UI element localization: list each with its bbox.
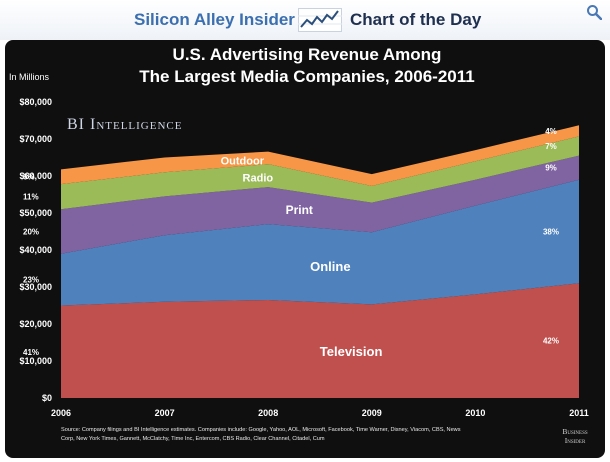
business-insider-logo-line2: Insider: [565, 436, 586, 445]
pct-2006-radio: 11%: [23, 193, 39, 202]
area-series-group: [61, 125, 579, 398]
bi-intelligence-watermark: BI Intelligence: [67, 116, 182, 133]
chart-panel: U.S. Advertising Revenue Among The Large…: [5, 40, 605, 458]
x-axis-ticks: 2006 2007 2008 2009 2010 2011: [51, 408, 589, 418]
y-tick-label: $50,000: [19, 208, 52, 218]
series-labels: Television 41% 42% Online 23% 38% Print 20% 9% Ra…: [23, 127, 559, 359]
y-tick-label: $30,000: [19, 282, 52, 292]
pct-2006-outdoor: 6%: [23, 173, 35, 182]
pct-2011-outdoor: 4%: [545, 127, 557, 136]
y-tick-label: $10,000: [19, 356, 52, 366]
pct-2006-online: 23%: [23, 276, 39, 285]
magnifier-icon[interactable]: [586, 4, 602, 20]
y-axis-ticks: $0 $10,000 $20,000 $30,000 $40,000 $50,000 $60…: [19, 97, 52, 403]
pct-2011-radio: 7%: [545, 142, 557, 151]
business-insider-logo-line1: Business: [562, 427, 588, 436]
pct-2011-television: 42%: [543, 337, 559, 346]
x-tick-label: 2011: [569, 408, 589, 418]
series-name-online: Online: [310, 259, 350, 274]
series-name-outdoor: Outdoor: [221, 156, 265, 168]
area-outdoor: [61, 125, 579, 186]
area-print: [61, 155, 579, 254]
y-tick-label: $80,000: [19, 97, 52, 107]
stacked-area-chart: U.S. Advertising Revenue Among The Large…: [9, 45, 589, 445]
chart-title-line2: The Largest Media Companies, 2006-2011: [139, 67, 474, 86]
series-name-television: Television: [320, 344, 383, 359]
x-tick-label: 2010: [465, 408, 485, 418]
pct-2006-television: 41%: [23, 348, 39, 357]
source-note-line1: Source: Company filings and BI Intellige…: [61, 427, 461, 433]
y-tick-label: $40,000: [19, 245, 52, 255]
y-tick-label: $20,000: [19, 319, 52, 329]
y-tick-label: $70,000: [19, 134, 52, 144]
series-name-print: Print: [286, 203, 313, 217]
area-television: [61, 283, 579, 398]
chart-of-the-day-label: Chart of the Day: [350, 10, 482, 29]
site-brand[interactable]: Silicon Alley Insider: [134, 10, 295, 29]
chart-header: Silicon Alley Insider Chart of the Day: [0, 0, 610, 40]
pct-2011-print: 9%: [545, 164, 557, 173]
area-radio: [61, 136, 579, 210]
chart-title-line1: U.S. Advertising Revenue Among: [173, 45, 442, 64]
x-tick-label: 2009: [362, 408, 382, 418]
y-axis-label: In Millions: [9, 72, 50, 82]
area-online: [61, 179, 579, 306]
series-name-radio: Radio: [243, 172, 274, 184]
y-tick-label: $0: [42, 393, 52, 403]
x-tick-label: 2008: [258, 408, 278, 418]
pct-2006-print: 20%: [23, 228, 39, 237]
y-tick-label: $60,000: [19, 171, 52, 181]
x-tick-label: 2007: [155, 408, 175, 418]
source-note-line2: Corp, New York Times, Gannett, McClatchy…: [61, 436, 325, 442]
trend-chart-icon: [298, 8, 342, 32]
x-tick-label: 2006: [51, 408, 71, 418]
pct-2011-online: 38%: [543, 228, 559, 237]
